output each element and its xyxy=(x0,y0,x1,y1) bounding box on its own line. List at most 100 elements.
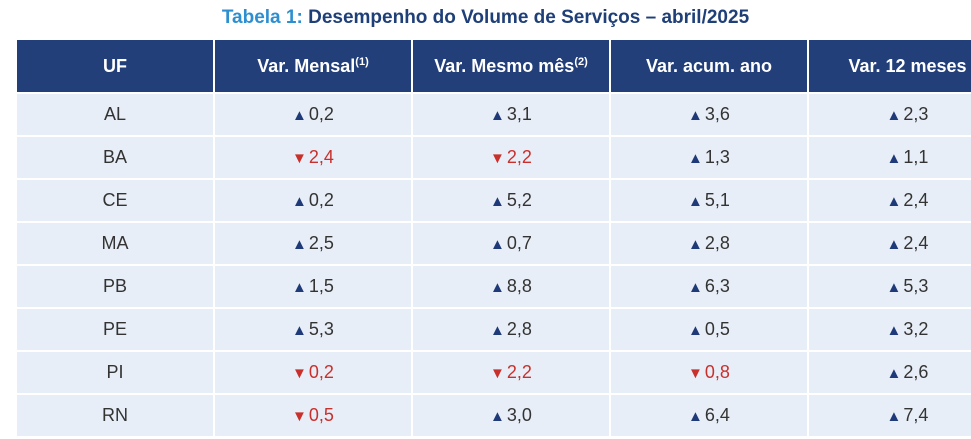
value-wrap: ▲ 0,7 xyxy=(490,233,532,254)
header-uf: UF xyxy=(17,40,214,93)
value-wrap: ▼ 2,4 xyxy=(292,147,334,168)
value-number: 0,2 xyxy=(308,104,334,124)
value-cell: ▲ 2,5 xyxy=(213,221,412,265)
header-var-mensal-note: (1) xyxy=(355,55,369,68)
value-wrap: ▲ 6,3 xyxy=(688,276,730,297)
services-volume-table: UF Var. Mensal(1) Var. Mesmo mês(2) Var.… xyxy=(17,40,971,436)
value-cell: ▲ 6,4 xyxy=(609,393,808,436)
table-row: CE ▲ 0,2 ▲ 5,2 ▲ 5,1 ▲ 2,4 xyxy=(17,178,971,222)
value-cell: ▲ 5,3 xyxy=(213,307,412,351)
value-number: 2,2 xyxy=(506,362,532,382)
table-row: BA ▼ 2,4 ▼ 2,2 ▲ 1,3 ▲ 1,1 xyxy=(17,135,971,179)
value-wrap: ▲ 5,3 xyxy=(292,319,334,340)
triangle-up-icon: ▲ xyxy=(490,236,505,253)
table-row: PE ▲ 5,3 ▲ 2,8 ▲ 0,5 ▲ 3,2 xyxy=(17,307,971,351)
value-wrap: ▲ 0,2 xyxy=(292,190,334,211)
value-number: 6,4 xyxy=(704,405,730,425)
value-cell: ▲ 1,1 xyxy=(807,135,971,179)
value-wrap: ▲ 2,8 xyxy=(490,319,532,340)
triangle-up-icon: ▲ xyxy=(490,408,505,425)
value-number: 2,4 xyxy=(308,147,334,167)
value-cell: ▲ 0,2 xyxy=(213,178,412,222)
value-number: 0,7 xyxy=(506,233,532,253)
value-number: 8,8 xyxy=(506,276,532,296)
header-var-12-meses: Var. 12 meses xyxy=(807,40,971,93)
value-wrap: ▲ 1,5 xyxy=(292,276,334,297)
value-cell: ▲ 0,5 xyxy=(609,307,808,351)
header-var-mesmo-mes-note: (2) xyxy=(574,55,588,68)
value-wrap: ▲ 3,0 xyxy=(490,405,532,426)
triangle-up-icon: ▲ xyxy=(886,150,902,167)
header-var-12-meses-label: Var. 12 meses xyxy=(848,55,967,76)
table-body: AL ▲ 0,2 ▲ 3,1 ▲ 3,6 ▲ 2,3 BA ▼ 2,4 ▼ 2,2 ▲ 1,3 ▲ 1,1 CE ▲ 0… xyxy=(17,92,971,436)
header-row: UF Var. Mensal(1) Var. Mesmo mês(2) Var.… xyxy=(17,40,971,93)
value-cell: ▲ 2,6 xyxy=(807,350,971,394)
value-number: 2,6 xyxy=(903,362,929,382)
value-cell: ▲ 1,5 xyxy=(213,264,412,308)
value-number: 0,2 xyxy=(308,190,334,210)
triangle-up-icon: ▲ xyxy=(490,107,505,124)
table-title: Tabela 1: Desempenho do Volume de Serviç… xyxy=(0,6,971,30)
value-wrap: ▲ 2,4 xyxy=(887,233,929,254)
table-row: PI ▼ 0,2 ▼ 2,2 ▼ 0,8 ▲ 2,6 xyxy=(17,350,971,394)
triangle-up-icon: ▲ xyxy=(490,193,505,210)
triangle-up-icon: ▲ xyxy=(292,322,307,339)
table-row: MA ▲ 2,5 ▲ 0,7 ▲ 2,8 ▲ 2,4 xyxy=(17,221,971,265)
uf-cell: CE xyxy=(17,178,214,222)
value-wrap: ▲ 2,5 xyxy=(292,233,334,254)
value-number: 7,4 xyxy=(903,405,929,425)
triangle-up-icon: ▲ xyxy=(490,279,505,296)
value-number: 3,2 xyxy=(903,319,929,339)
triangle-up-icon: ▲ xyxy=(688,236,703,253)
value-cell: ▲ 5,3 xyxy=(807,264,971,308)
value-number: 0,5 xyxy=(704,319,730,339)
value-cell: ▲ 3,2 xyxy=(807,307,971,351)
triangle-up-icon: ▲ xyxy=(886,279,902,296)
value-cell: ▲ 5,2 xyxy=(411,178,610,222)
header-var-mensal: Var. Mensal(1) xyxy=(213,40,412,93)
uf-cell: RN xyxy=(17,393,214,436)
value-number: 6,3 xyxy=(704,276,730,296)
value-wrap: ▼ 2,2 xyxy=(490,362,532,383)
value-wrap: ▲ 1,3 xyxy=(688,147,730,168)
header-var-acum-ano-label: Var. acum. ano xyxy=(645,55,773,76)
value-cell: ▼ 0,2 xyxy=(213,350,412,394)
value-number: 2,8 xyxy=(704,233,730,253)
value-wrap: ▲ 3,6 xyxy=(688,104,730,125)
value-cell: ▼ 0,8 xyxy=(609,350,808,394)
table-row: RN ▼ 0,5 ▲ 3,0 ▲ 6,4 ▲ 7,4 xyxy=(17,393,971,436)
triangle-up-icon: ▲ xyxy=(292,279,307,296)
value-number: 3,1 xyxy=(506,104,532,124)
triangle-up-icon: ▲ xyxy=(688,322,703,339)
value-number: 3,0 xyxy=(506,405,532,425)
triangle-down-icon: ▼ xyxy=(688,365,703,382)
value-number: 5,2 xyxy=(506,190,532,210)
triangle-up-icon: ▲ xyxy=(292,107,307,124)
header-var-mesmo-mes-label: Var. Mesmo mês xyxy=(434,55,575,76)
triangle-up-icon: ▲ xyxy=(688,279,703,296)
table-row: AL ▲ 0,2 ▲ 3,1 ▲ 3,6 ▲ 2,3 xyxy=(17,92,971,136)
value-number: 5,3 xyxy=(308,319,334,339)
value-cell: ▲ 2,4 xyxy=(807,178,971,222)
value-cell: ▼ 2,4 xyxy=(213,135,412,179)
triangle-up-icon: ▲ xyxy=(886,408,902,425)
value-number: 1,3 xyxy=(704,147,730,167)
value-number: 2,5 xyxy=(308,233,334,253)
triangle-up-icon: ▲ xyxy=(688,107,703,124)
value-cell: ▼ 2,2 xyxy=(411,135,610,179)
value-wrap: ▲ 6,4 xyxy=(688,405,730,426)
triangle-up-icon: ▲ xyxy=(688,408,703,425)
triangle-down-icon: ▼ xyxy=(490,150,505,167)
triangle-up-icon: ▲ xyxy=(886,236,902,253)
header-var-acum-ano: Var. acum. ano xyxy=(609,40,808,93)
triangle-down-icon: ▼ xyxy=(490,365,505,382)
value-wrap: ▲ 2,6 xyxy=(887,362,929,383)
triangle-down-icon: ▼ xyxy=(292,408,307,425)
triangle-up-icon: ▲ xyxy=(886,365,902,382)
value-number: 5,3 xyxy=(903,276,929,296)
value-wrap: ▲ 7,4 xyxy=(887,405,929,426)
value-wrap: ▼ 0,5 xyxy=(292,405,334,426)
table-title-label: Tabela 1: xyxy=(221,7,303,28)
value-wrap: ▲ 8,8 xyxy=(490,276,532,297)
uf-cell: BA xyxy=(17,135,214,179)
